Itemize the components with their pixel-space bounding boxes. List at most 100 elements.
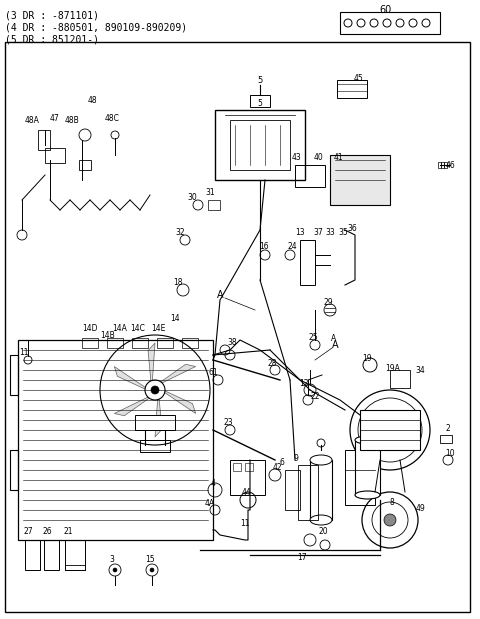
Text: 43: 43 xyxy=(291,152,301,162)
Bar xyxy=(360,410,420,450)
Bar xyxy=(38,130,50,150)
Text: 48A: 48A xyxy=(24,116,39,124)
Text: 19: 19 xyxy=(362,353,372,363)
Text: 13: 13 xyxy=(295,228,305,236)
Bar xyxy=(444,162,447,168)
Bar xyxy=(182,338,198,348)
Bar xyxy=(233,463,241,471)
Text: 41: 41 xyxy=(333,152,343,162)
Bar xyxy=(10,355,18,395)
Text: 20: 20 xyxy=(318,527,328,537)
Text: A: A xyxy=(216,290,223,300)
Text: (3 DR : -871101): (3 DR : -871101) xyxy=(5,10,99,20)
Text: 21: 21 xyxy=(63,527,73,537)
Bar xyxy=(157,338,173,348)
Text: 8: 8 xyxy=(390,498,395,506)
Bar xyxy=(44,540,59,570)
Text: 14A: 14A xyxy=(113,324,127,332)
Bar xyxy=(250,95,270,107)
Text: 11: 11 xyxy=(19,347,29,357)
Circle shape xyxy=(362,492,418,548)
Bar xyxy=(390,370,410,388)
Text: 25: 25 xyxy=(308,332,318,342)
Bar xyxy=(300,240,315,285)
Bar xyxy=(45,147,65,163)
Text: 15: 15 xyxy=(145,555,155,565)
Text: 14E: 14E xyxy=(151,324,165,332)
Text: 42: 42 xyxy=(272,462,282,472)
Polygon shape xyxy=(163,390,196,413)
Ellipse shape xyxy=(310,515,332,525)
Circle shape xyxy=(151,386,159,394)
Text: 44: 44 xyxy=(242,488,252,496)
Circle shape xyxy=(113,568,117,572)
Text: 45: 45 xyxy=(353,74,363,82)
Text: 4: 4 xyxy=(211,478,216,488)
Polygon shape xyxy=(114,397,151,416)
Text: 46: 46 xyxy=(445,160,455,170)
Bar xyxy=(18,340,213,540)
Circle shape xyxy=(380,420,400,440)
Bar xyxy=(355,440,380,495)
Ellipse shape xyxy=(355,491,380,499)
Text: 48B: 48B xyxy=(65,116,79,124)
Text: 31: 31 xyxy=(205,188,215,196)
Text: 11: 11 xyxy=(240,519,250,527)
Text: 2: 2 xyxy=(445,423,450,433)
Text: 32: 32 xyxy=(175,228,185,236)
Text: 36: 36 xyxy=(347,223,357,233)
Text: 37: 37 xyxy=(313,228,323,236)
Text: 61: 61 xyxy=(208,368,218,376)
Bar xyxy=(230,120,290,170)
Bar xyxy=(140,440,170,452)
Text: 27: 27 xyxy=(23,527,33,537)
Text: 35: 35 xyxy=(338,228,348,236)
Bar xyxy=(340,12,440,34)
Bar xyxy=(82,338,98,348)
Bar xyxy=(295,165,325,187)
Text: 5: 5 xyxy=(257,76,263,85)
Text: 30: 30 xyxy=(187,193,197,202)
Text: A: A xyxy=(332,340,338,350)
Bar xyxy=(337,80,367,98)
Bar xyxy=(245,463,253,471)
Text: 28: 28 xyxy=(267,358,277,368)
Text: 23: 23 xyxy=(223,417,233,426)
Bar xyxy=(135,415,175,430)
Bar xyxy=(107,338,123,348)
Text: 48: 48 xyxy=(87,95,97,105)
Text: 26: 26 xyxy=(42,527,52,537)
Circle shape xyxy=(350,390,430,470)
Text: 6: 6 xyxy=(279,457,285,467)
Polygon shape xyxy=(114,366,147,390)
Bar xyxy=(438,162,441,168)
Polygon shape xyxy=(155,397,162,437)
Bar xyxy=(285,470,300,510)
Text: 5: 5 xyxy=(258,98,263,108)
Circle shape xyxy=(384,514,396,526)
Text: 29: 29 xyxy=(323,298,333,306)
Text: 47: 47 xyxy=(50,113,60,123)
Polygon shape xyxy=(159,365,196,383)
Text: 14: 14 xyxy=(170,313,180,322)
Bar xyxy=(330,155,390,205)
Text: (5 DR : 851201-): (5 DR : 851201-) xyxy=(5,34,99,44)
Text: 14C: 14C xyxy=(131,324,145,332)
Text: 34: 34 xyxy=(415,365,425,374)
Text: 17: 17 xyxy=(297,553,307,563)
Bar xyxy=(208,200,220,210)
Polygon shape xyxy=(148,343,155,383)
Text: 16: 16 xyxy=(259,241,269,251)
Bar xyxy=(10,450,18,490)
Bar xyxy=(65,540,85,570)
Text: 24: 24 xyxy=(287,241,297,251)
Text: 22: 22 xyxy=(310,391,320,400)
Text: 38: 38 xyxy=(227,337,237,347)
Bar xyxy=(25,540,40,570)
Bar xyxy=(345,450,375,505)
Bar xyxy=(310,460,332,520)
Ellipse shape xyxy=(310,455,332,465)
Text: 14B: 14B xyxy=(101,331,115,339)
Bar xyxy=(79,160,91,170)
Bar xyxy=(132,338,148,348)
